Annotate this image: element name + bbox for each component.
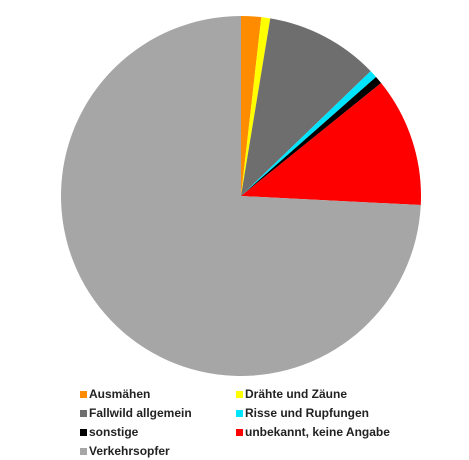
legend-label: Fallwild allgemein — [89, 406, 192, 420]
legend-swatch — [236, 391, 243, 398]
legend-item-draehte-und-zaeune: Drähte und Zäune — [236, 387, 347, 401]
legend-item-fallwild-allgemein: Fallwild allgemein — [80, 406, 192, 420]
legend-swatch — [80, 448, 87, 455]
legend-swatch — [80, 429, 87, 436]
legend: Ausmähen Drähte und Zäune Fallwild allgeme… — [80, 387, 390, 458]
pie-slices — [61, 16, 421, 376]
legend-swatch — [236, 429, 243, 436]
legend-label: unbekannt, keine Angabe — [245, 425, 390, 439]
legend-item-unbekannt-keine-angabe: unbekannt, keine Angabe — [236, 425, 390, 439]
legend-label: sonstige — [89, 425, 139, 439]
legend-label: Verkehrsopfer — [89, 444, 170, 458]
legend-item-sonstige: sonstige — [80, 425, 139, 439]
legend-label: Risse und Rupfungen — [245, 406, 369, 420]
legend-item-ausmaehen: Ausmähen — [80, 387, 150, 401]
legend-label: Drähte und Zäune — [245, 387, 347, 401]
legend-item-risse-und-rupfungen: Risse und Rupfungen — [236, 406, 369, 420]
legend-swatch — [236, 410, 243, 417]
legend-swatch — [80, 391, 87, 398]
legend-swatch — [80, 410, 87, 417]
legend-label: Ausmähen — [89, 387, 150, 401]
legend-item-verkehrsopfer: Verkehrsopfer — [80, 444, 170, 458]
